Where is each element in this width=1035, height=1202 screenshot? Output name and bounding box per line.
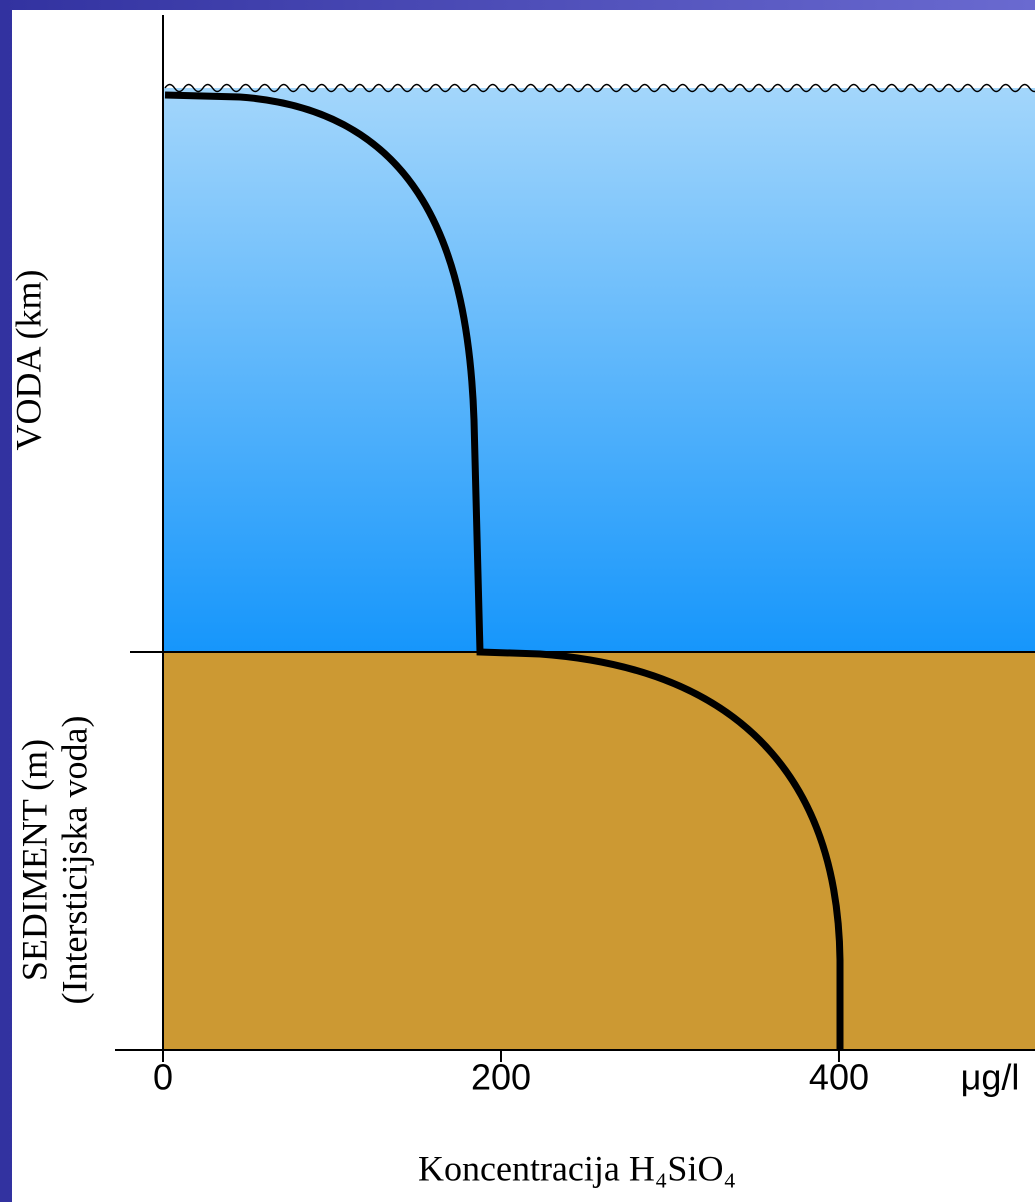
x-unit: μg/l	[961, 1057, 1020, 1098]
water-layer	[163, 88, 1035, 652]
chart-title: Koncentracija H₄SiO₄	[418, 1148, 736, 1188]
x-tick-label: 400	[809, 1057, 869, 1098]
chart: VODA (km) SEDIMENT (m) (Intersticijska v…	[0, 0, 1035, 1202]
y-label-sediment-note: (Intersticijska voda)	[54, 716, 94, 1005]
page: {"chart_data": {"type": "line", "title":…	[0, 0, 1035, 1202]
sediment-layer	[163, 652, 1035, 1050]
x-tick-label: 0	[153, 1057, 173, 1098]
y-label-sediment: SEDIMENT (m)	[14, 739, 54, 981]
y-label-water: VODA (km)	[8, 270, 48, 451]
x-tick-label: 200	[471, 1057, 531, 1098]
